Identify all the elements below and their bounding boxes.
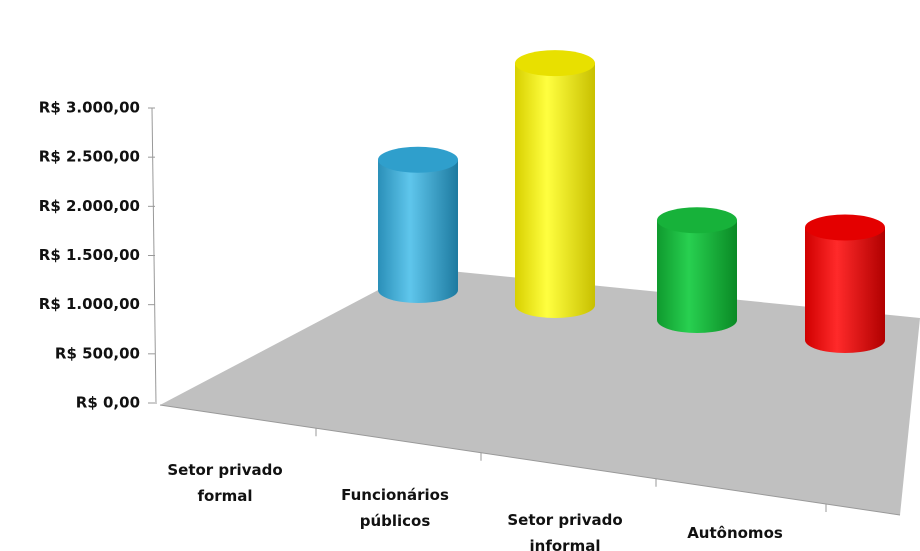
bar: [515, 63, 595, 306]
x-tick-label: Setor privado formal: [167, 461, 283, 505]
y-tick-label: R$ 1.000,00: [39, 295, 140, 313]
y-tick-label: R$ 2.000,00: [39, 197, 140, 215]
y-tick-label: R$ 0,00: [76, 394, 140, 412]
x-tick-label: Setor privado informal: [507, 511, 623, 551]
x-tick-label: Funcionários públicos: [341, 486, 449, 530]
bar-top: [515, 50, 595, 77]
bar-top: [805, 214, 885, 241]
bar: [657, 220, 737, 320]
bar: [805, 227, 885, 340]
x-tick-label: Autônomos: [687, 524, 783, 542]
bar-top: [378, 146, 458, 173]
y-tick-label: R$ 2.500,00: [39, 148, 140, 166]
bar: [378, 159, 458, 290]
y-tick-label: R$ 3.000,00: [39, 99, 140, 117]
x-axis: [159, 404, 901, 516]
y-tick-label: R$ 1.500,00: [39, 246, 140, 264]
y-tick-label: R$ 500,00: [55, 344, 140, 362]
floor: [160, 268, 920, 515]
bar-top: [657, 207, 737, 234]
